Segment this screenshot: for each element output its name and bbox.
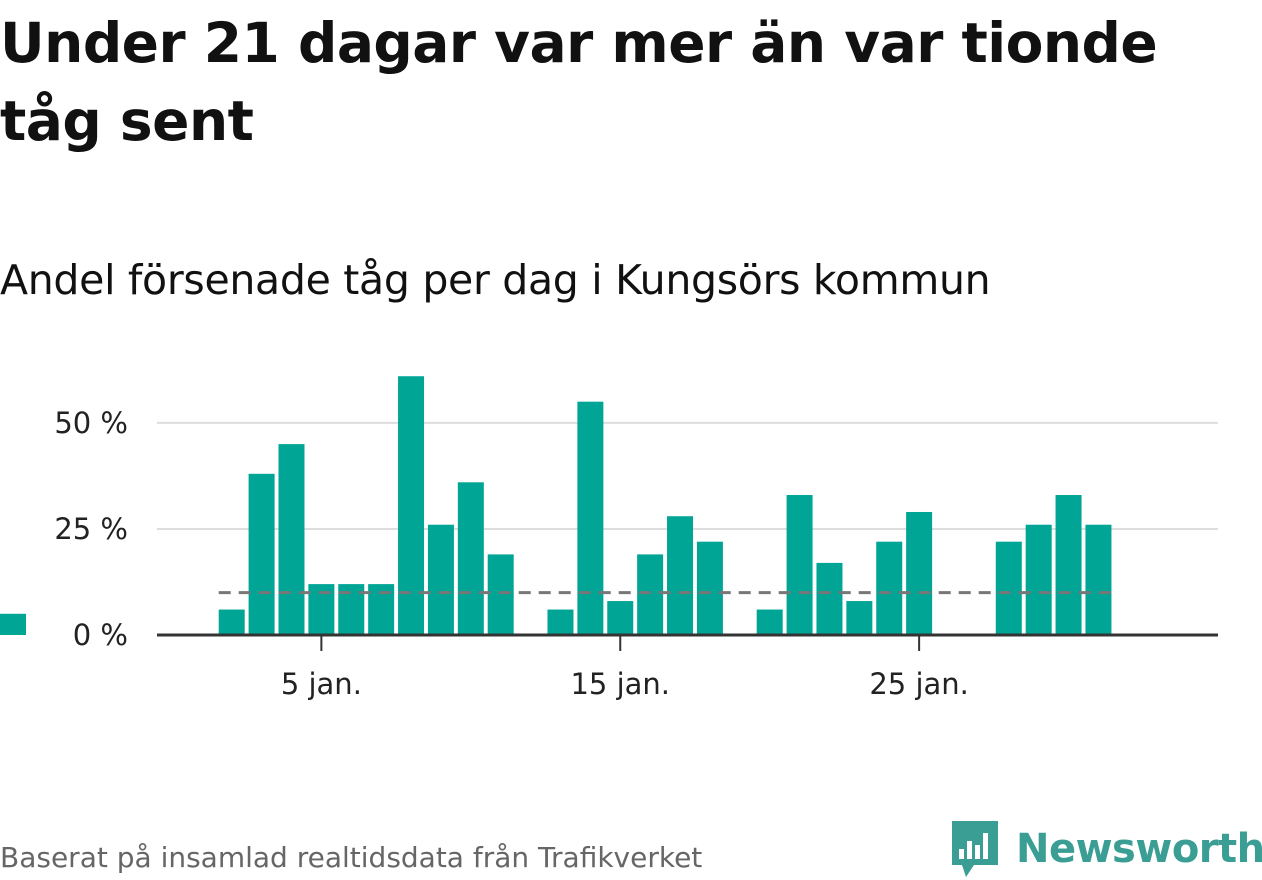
bar-day-25 [906,511,933,635]
bar-day-4 [278,444,305,635]
x-tick-label: 15 jan. [570,667,670,701]
chart-title: Under 21 dagar var mer än var tionde tåg… [0,11,1158,153]
brand-name: Newsworthy [1016,826,1262,872]
source-note: Baserat på insamlad realtidsdata från Tr… [0,841,703,874]
bars [0,376,1112,635]
newsworthy-logo-icon [952,821,998,877]
bar-day-9 [427,524,454,635]
bar-day-2 [218,609,245,635]
bar-day-18 [696,541,723,635]
bar-day-undefined [0,613,26,635]
y-tick-label: 50 % [54,406,128,440]
bar-day-13 [547,609,574,635]
bar-day-30 [1055,495,1082,635]
bar-day-24 [876,541,903,635]
y-tick-label: 25 % [54,512,128,546]
y-tick-label: 0 % [73,618,128,652]
brand: Newsworthy [950,818,1262,880]
bar-day-21 [786,495,813,635]
bar-day-20 [756,609,783,635]
x-tick-label: 5 jan. [281,667,362,701]
bar-day-10 [457,482,484,635]
axes: 0 % 25 % 50 % 5 jan. 15 jan. 25 jan. [54,406,1218,701]
bar-day-23 [846,601,873,635]
bar-day-15 [607,601,634,635]
bar-day-8 [398,376,425,635]
bar-day-29 [1025,524,1052,635]
bar-day-14 [577,401,604,635]
bar-day-3 [248,473,275,635]
bar-day-16 [637,554,664,635]
bar-day-17 [667,516,694,635]
chart-subtitle: Andel försenade tåg per dag i Kungsörs k… [0,256,991,304]
x-tick-label: 25 jan. [869,667,969,701]
bar-day-22 [816,562,843,635]
bar-day-11 [487,554,514,635]
bar-day-28 [995,541,1022,635]
bar-day-31 [1085,524,1112,635]
